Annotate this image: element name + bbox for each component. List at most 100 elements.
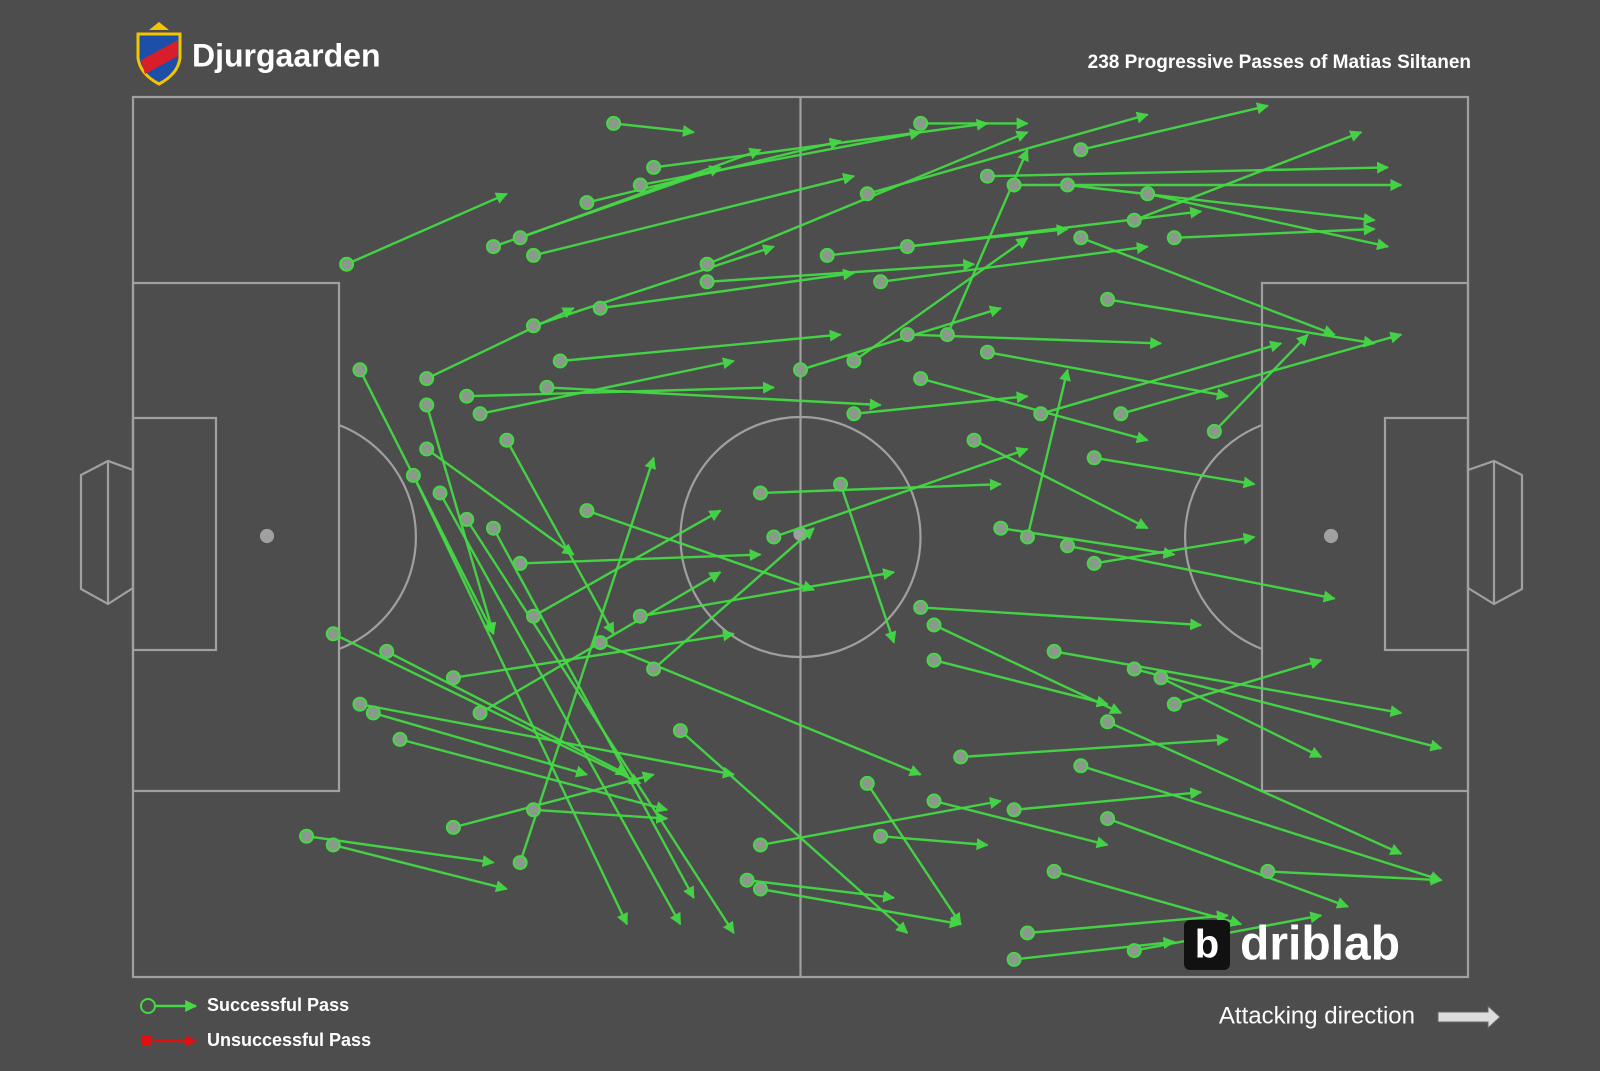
pass-origin: [606, 115, 622, 131]
pass-origin: [352, 362, 368, 378]
pass-origin: [766, 529, 782, 545]
pass-origin: [365, 705, 381, 721]
pass-arrow: [453, 771, 655, 829]
pass-arrow: [1013, 937, 1176, 961]
pass-arrow: [679, 729, 909, 934]
pass-arrow: [519, 147, 762, 239]
pass-arrow: [1080, 102, 1269, 151]
pass-arrow: [1133, 130, 1363, 222]
pass-origin: [1126, 212, 1142, 228]
pass-origin: [526, 802, 541, 818]
pass-origin: [1086, 555, 1102, 571]
pass-arrow: [613, 122, 695, 137]
pass-arrow: [1160, 676, 1323, 759]
pass-arrow: [505, 439, 615, 635]
pass-arrow: [1053, 650, 1403, 718]
passes: [299, 102, 1443, 967]
pass-origin: [379, 643, 395, 659]
pass-arrow: [1173, 657, 1323, 706]
pass-arrow: [880, 242, 1149, 283]
pass-arrow: [760, 478, 1002, 495]
pass-origin: [419, 397, 435, 413]
pass-origin: [966, 432, 982, 448]
direction-arrow: [1437, 1004, 1501, 1030]
pass-origin: [299, 828, 315, 844]
pass-origin: [752, 485, 768, 501]
pass-origin: [979, 168, 995, 184]
pass-origin: [1260, 863, 1276, 879]
pass-origin: [592, 635, 608, 651]
pass-arrow: [533, 172, 856, 257]
pass-origin: [1113, 406, 1129, 422]
pass-origin: [699, 256, 715, 272]
pass-origin: [979, 344, 995, 360]
pass-origin: [846, 406, 862, 422]
pass-arrow: [1080, 236, 1336, 337]
pass-arrow: [640, 128, 922, 187]
pass-arrow: [640, 568, 896, 618]
pass-arrow: [760, 887, 962, 929]
pass-arrow: [346, 192, 508, 266]
pass-origin: [899, 239, 915, 255]
pass-origin: [752, 837, 768, 853]
pass-arrow: [800, 305, 1002, 371]
pass-arrow: [1107, 298, 1376, 348]
pass-origin: [646, 661, 662, 677]
pass-origin: [913, 115, 929, 131]
pass-origin: [632, 177, 648, 193]
pass-arrow: [960, 734, 1229, 759]
pass-arrow: [1174, 223, 1376, 239]
legend-label: Unsuccessful Pass: [207, 1030, 371, 1050]
pass-origin: [899, 327, 915, 343]
pass-arrow: [492, 527, 695, 899]
pass-origin: [445, 670, 461, 686]
pass-origin: [579, 503, 595, 519]
pass-arrow: [1027, 910, 1229, 935]
pass-arrow: [332, 843, 508, 893]
pass-origin: [859, 775, 875, 791]
team-name: Djurgaarden: [192, 37, 380, 73]
svg-text:b: b: [1195, 923, 1219, 967]
pass-origin: [1019, 529, 1035, 545]
pass-origin: [1046, 863, 1062, 879]
pass-arrow: [439, 492, 682, 926]
pass-origin: [459, 388, 475, 404]
pass-arrow: [1147, 192, 1390, 251]
pass-origin: [539, 379, 555, 395]
watermark: b driblab: [1184, 918, 1400, 971]
pass-origin: [1060, 177, 1075, 193]
pass-arrow: [520, 548, 762, 565]
pass-origin: [339, 256, 355, 272]
pass-arrow: [359, 703, 735, 779]
pass-origin: [1100, 291, 1116, 307]
pass-arrow: [853, 236, 1029, 362]
watermark-text: driblab: [1240, 918, 1400, 971]
pass-arrow: [987, 351, 1229, 401]
legend-symbol: [140, 998, 156, 1014]
pass-arrow: [746, 879, 896, 903]
pass-origin: [592, 300, 608, 316]
pass-arrow: [560, 329, 842, 363]
pass-arrow: [866, 782, 962, 926]
pass-origin: [1073, 142, 1089, 158]
pass-origin: [485, 520, 501, 536]
pass-origin: [1100, 811, 1116, 827]
pass-origin: [552, 353, 568, 369]
pass-arrow: [1067, 544, 1336, 603]
pass-origin: [472, 406, 488, 422]
pass-origin: [819, 247, 835, 263]
pass-origin: [1206, 423, 1222, 439]
legend: Successful Pass Unsuccessful Pass: [140, 995, 371, 1050]
pass-origin: [1006, 177, 1022, 193]
pass-arrow: [706, 258, 976, 283]
pass-arrow: [1080, 764, 1443, 883]
pass-origin: [1100, 714, 1116, 730]
pass-origin: [392, 731, 408, 747]
pass-arrow: [880, 835, 989, 851]
pass-arrow: [425, 448, 575, 556]
pass-origin: [993, 520, 1009, 536]
pass-origin: [926, 617, 942, 633]
pass-origin: [752, 881, 768, 897]
